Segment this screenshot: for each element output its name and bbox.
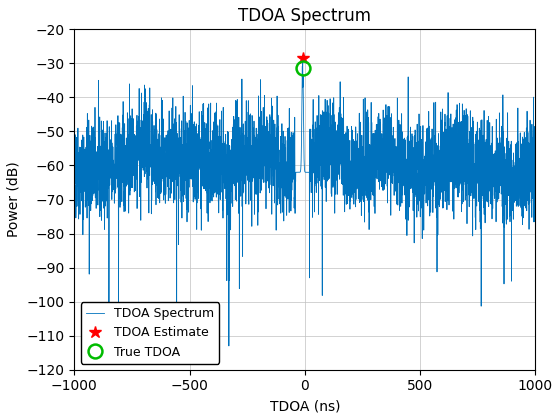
Legend: TDOA Spectrum, TDOA Estimate, True TDOA: TDOA Spectrum, TDOA Estimate, True TDOA [81,302,220,364]
TDOA Spectrum [290,176,297,181]
TDOA Spectrum [71,158,78,163]
Line: TDOA Spectrum: TDOA Spectrum [74,57,535,346]
Y-axis label: Power (dB): Power (dB) [7,162,21,237]
TDOA Spectrum [269,140,276,145]
TDOA Spectrum [406,195,413,200]
Title: TDOA Spectrum: TDOA Spectrum [239,7,371,25]
TDOA Spectrum [518,206,525,211]
TDOA Spectrum [226,344,232,349]
TDOA Spectrum [532,161,539,166]
X-axis label: TDOA (ns): TDOA (ns) [270,399,340,413]
TDOA Spectrum [299,54,306,59]
TDOA Spectrum [495,172,502,177]
TDOA Spectrum [265,158,272,163]
